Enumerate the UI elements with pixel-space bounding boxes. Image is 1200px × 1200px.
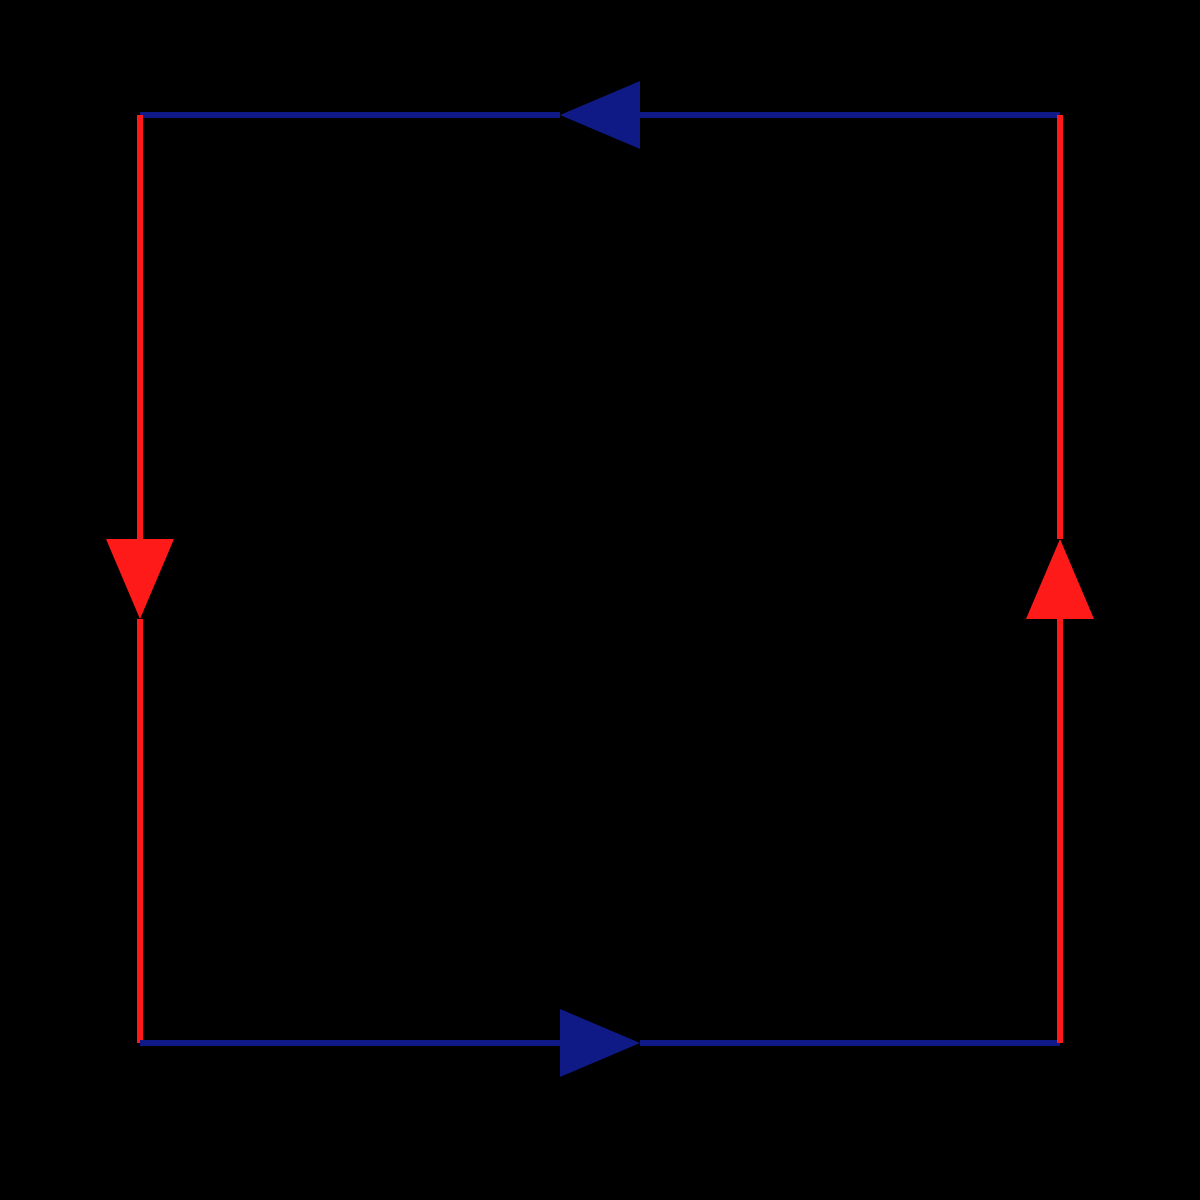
background	[0, 0, 1200, 1200]
identification-square-diagram	[0, 0, 1200, 1200]
